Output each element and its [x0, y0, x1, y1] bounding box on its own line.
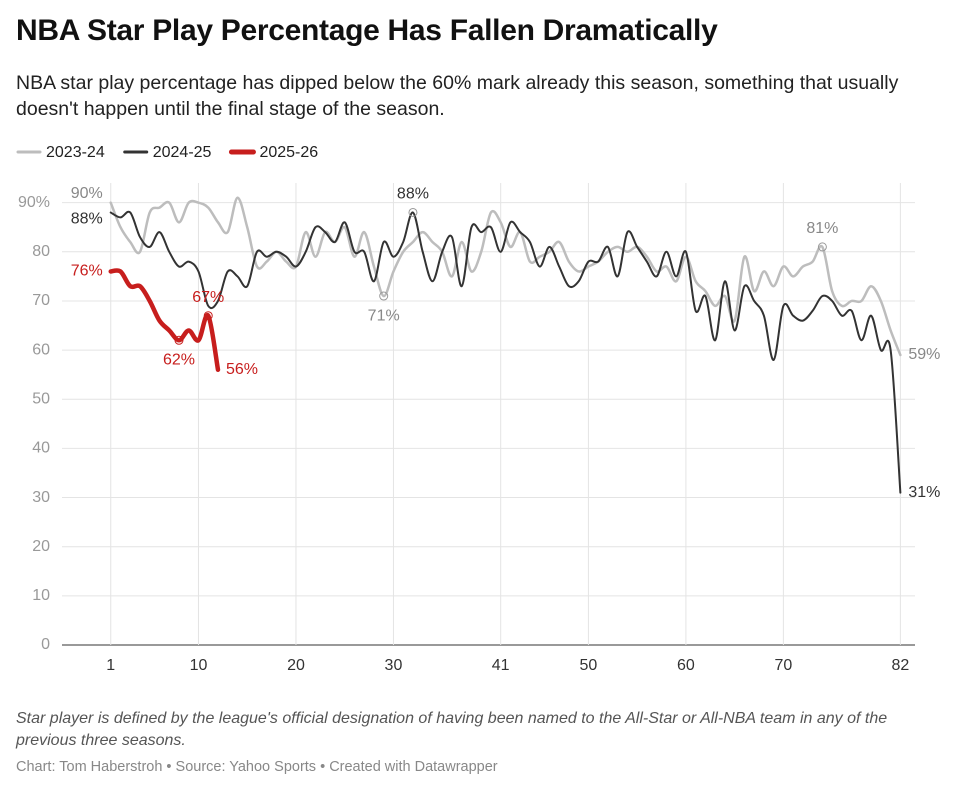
x-tick-label: 20 — [287, 657, 305, 674]
highlight-point — [203, 311, 213, 321]
x-tick-label: 41 — [492, 657, 510, 674]
value-label: 56% — [226, 361, 258, 378]
value-label: 62% — [163, 351, 195, 368]
value-label: 67% — [192, 289, 224, 306]
highlight-point — [817, 242, 827, 252]
y-tick-label: 0 — [41, 636, 50, 653]
chart-subtitle: NBA star play percentage has dipped belo… — [16, 72, 899, 120]
value-label: 81% — [806, 220, 838, 237]
value-label: 88% — [71, 211, 103, 228]
x-tick-label: 10 — [190, 657, 208, 674]
value-label: 76% — [71, 263, 103, 280]
value-label: 59% — [908, 346, 940, 363]
series-line — [109, 210, 902, 494]
value-label: 71% — [368, 307, 400, 324]
y-tick-label: 90% — [18, 194, 50, 211]
chart: 2023-24 2024-25 2025-26 0 10 20 30 40 50 60 70 80 90… — [16, 144, 940, 674]
x-tick-label: 1 — [106, 657, 115, 674]
y-tick-label: 80 — [32, 243, 50, 260]
value-label: 31% — [908, 484, 940, 501]
x-tick-label: 82 — [891, 657, 909, 674]
x-tick-label: 60 — [677, 657, 695, 674]
chart-notes: Star player is defined by the league's o… — [16, 710, 888, 749]
series-line — [109, 196, 902, 357]
legend-label: 2023-24 — [46, 144, 105, 161]
x-tick-label: 50 — [580, 657, 598, 674]
y-tick-label: 20 — [32, 538, 50, 555]
series-line — [108, 268, 221, 373]
chart-title: NBA Star Play Percentage Has Fallen Dram… — [16, 14, 718, 47]
value-label: 88% — [397, 186, 429, 203]
highlight-point — [174, 335, 184, 345]
chart-source: Chart: Tom Haberstroh • Source: Yahoo Sp… — [16, 759, 498, 775]
y-tick-label: 40 — [32, 440, 50, 457]
y-tick-label: 10 — [32, 587, 50, 604]
highlight-point — [379, 291, 389, 301]
x-tick-label: 70 — [774, 657, 792, 674]
y-tick-label: 30 — [32, 489, 50, 506]
y-tick-label: 50 — [32, 390, 50, 407]
y-tick-label: 70 — [32, 292, 50, 309]
highlight-point — [408, 207, 418, 217]
legend-label: 2025-26 — [259, 144, 318, 161]
x-tick-label: 30 — [385, 657, 403, 674]
value-label: 90% — [71, 185, 103, 202]
y-tick-label: 60 — [32, 341, 50, 358]
legend-label: 2024-25 — [153, 144, 212, 161]
